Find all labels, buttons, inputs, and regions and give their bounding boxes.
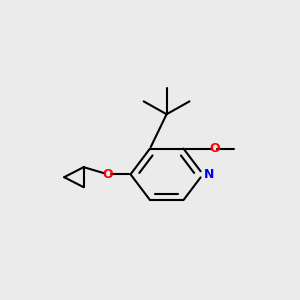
Text: O: O <box>209 142 220 155</box>
Text: O: O <box>103 168 113 181</box>
Text: N: N <box>203 168 214 181</box>
